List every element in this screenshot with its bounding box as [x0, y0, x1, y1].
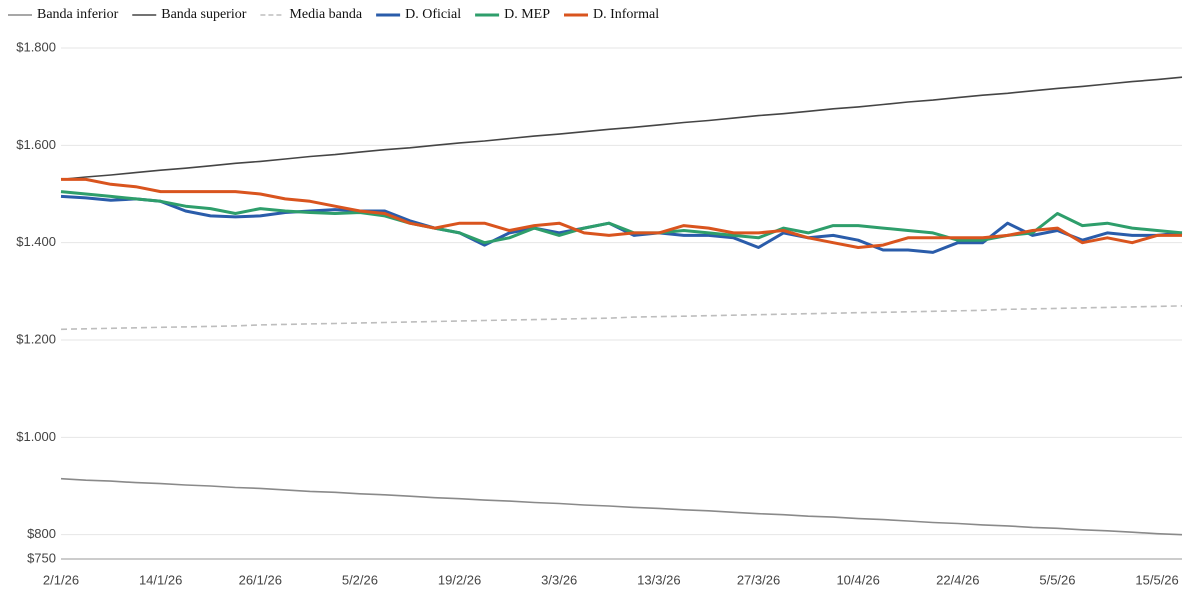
legend-label: D. Informal: [593, 7, 659, 22]
legend-label: Banda inferior: [37, 7, 119, 22]
x-tick-label: 19/2/26: [438, 572, 481, 587]
x-tick-label: 5/5/26: [1039, 572, 1075, 587]
legend-label: Media banda: [289, 7, 362, 22]
y-tick-label: $1.400: [16, 234, 56, 249]
y-tick-label: $1.000: [16, 429, 56, 444]
x-tick-label: 5/2/26: [342, 572, 378, 587]
y-tick-label: $1.800: [16, 39, 56, 54]
x-tick-label: 3/3/26: [541, 572, 577, 587]
series-line: [60, 194, 1183, 254]
legend-label: D. Oficial: [405, 7, 461, 22]
legend-label: Banda superior: [161, 7, 246, 22]
y-tick-label: $1.200: [16, 331, 56, 346]
series-line: [60, 76, 1183, 181]
x-tick-label: 2/1/26: [43, 572, 79, 587]
series-line: [61, 177, 1182, 249]
x-tick-label: 10/4/26: [836, 572, 879, 587]
y-tick-label: $800: [27, 526, 56, 541]
series-line: [60, 477, 1183, 536]
x-tick-label: 22/4/26: [936, 572, 979, 587]
y-tick-label: $750: [27, 550, 56, 565]
x-tick-label: 14/1/26: [139, 572, 182, 587]
x-tick-label: 15/5/26: [1135, 572, 1178, 587]
series-line: [60, 305, 1183, 331]
legend-label: D. MEP: [504, 7, 550, 22]
x-tick-label: 13/3/26: [637, 572, 680, 587]
x-tick-label: 26/1/26: [239, 572, 282, 587]
y-tick-label: $1.600: [16, 137, 56, 152]
x-tick-label: 27/3/26: [737, 572, 780, 587]
